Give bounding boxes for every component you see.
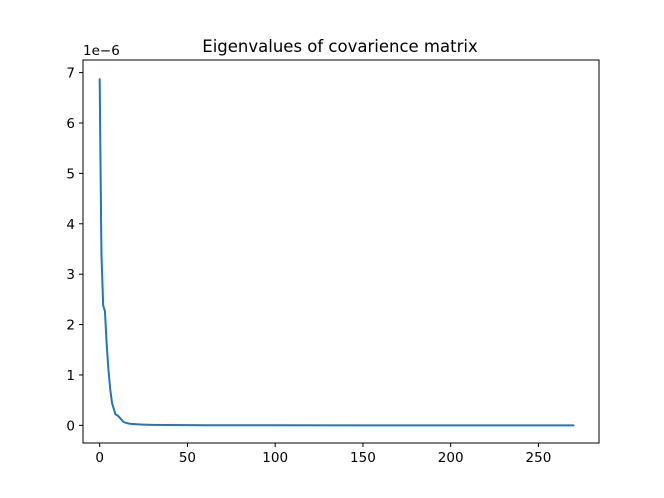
y-tick-label: 0 (66, 418, 75, 434)
x-tick-label: 250 (526, 450, 552, 466)
y-axis: 0 1 2 3 4 5 6 7 (66, 66, 83, 434)
plot-frame (82, 59, 600, 444)
x-tick-label: 100 (262, 450, 288, 466)
y-axis-offset-label: 1e−6 (83, 43, 120, 59)
y-tick-label: 4 (66, 217, 75, 233)
y-tick-label: 2 (66, 318, 75, 334)
x-tick-label: 0 (95, 450, 104, 466)
chart-title: Eigenvalues of covarience matrix (202, 37, 478, 56)
x-tick-label: 150 (350, 450, 376, 466)
y-tick-label: 1 (66, 368, 75, 384)
y-tick-label: 5 (66, 166, 75, 182)
series-line-0 (98, 78, 575, 427)
series-group (98, 78, 575, 427)
y-tick-label: 6 (66, 116, 75, 132)
x-axis: 0 50 100 150 200 250 (95, 443, 551, 466)
y-tick-label: 7 (66, 66, 75, 82)
x-tick-label: 200 (438, 450, 464, 466)
y-tick-label: 3 (66, 267, 75, 283)
x-tick-label: 50 (179, 450, 196, 466)
